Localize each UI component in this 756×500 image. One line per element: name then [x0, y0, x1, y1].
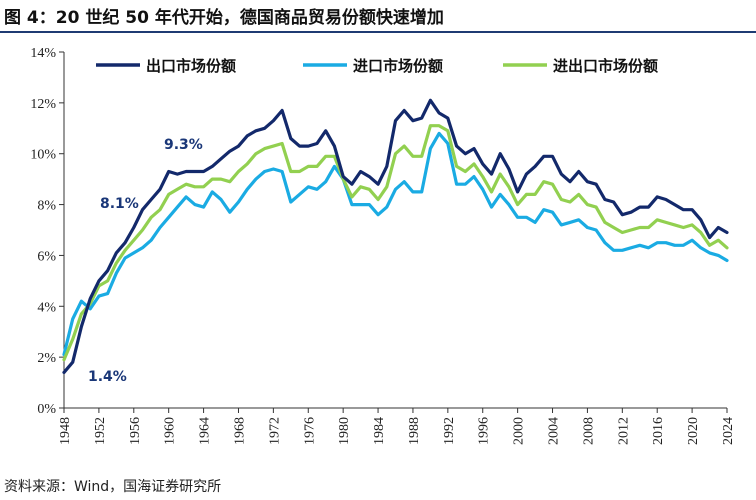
- x-tick-label: 1992: [442, 417, 457, 445]
- y-tick-label: 0%: [37, 402, 56, 417]
- y-tick-label: 6%: [37, 249, 56, 264]
- series-layer: [62, 98, 729, 374]
- x-tick-label: 2004: [547, 417, 562, 445]
- annotation-label: 8.1%: [100, 196, 139, 212]
- x-tick-label: 1972: [267, 417, 282, 445]
- figure-title: 图 4：20 世纪 50 年代开始，德国商品贸易份额快速增加: [4, 8, 444, 28]
- x-tick-label: 1952: [93, 417, 108, 445]
- y-tick-label: 10%: [30, 148, 56, 163]
- series-line-2: [62, 124, 729, 362]
- y-tick-label: 8%: [37, 199, 56, 214]
- x-tick-label: 2012: [616, 417, 631, 445]
- x-tick-label: 1988: [407, 417, 422, 445]
- y-axis: 0% 2% 4% 6% 8% 10% 12% 14%: [30, 46, 65, 417]
- x-tick-label: 1948: [58, 417, 73, 445]
- source-note: 资料来源：Wind，国海证券研究所: [4, 479, 222, 495]
- x-tick-label: 1984: [372, 417, 387, 445]
- x-tick-label: 1956: [128, 417, 143, 445]
- x-tick-label: 2024: [721, 417, 736, 445]
- y-tick-label: 12%: [30, 97, 56, 112]
- x-tick-label: 1968: [232, 417, 247, 445]
- x-tick-label: 2000: [512, 417, 527, 445]
- series-line-0: [62, 98, 729, 374]
- annotations: 1.4% 8.1% 9.3%: [88, 137, 203, 385]
- title-underline: [0, 31, 756, 33]
- x-tick-label: 1976: [302, 417, 317, 445]
- x-tick-label: 1964: [198, 417, 213, 445]
- x-tick-label: 1980: [337, 417, 352, 445]
- x-tick-label: 1960: [163, 417, 178, 445]
- y-tick-label: 4%: [37, 300, 56, 315]
- x-tick-label: 2020: [686, 417, 701, 445]
- annotation-label: 1.4%: [88, 369, 127, 385]
- annotation-label: 9.3%: [164, 137, 203, 153]
- series-line-1: [62, 131, 729, 357]
- legend-label: 进出口市场份额: [553, 57, 658, 75]
- legend-label: 进口市场份额: [353, 57, 443, 75]
- y-tick-label: 2%: [37, 351, 56, 366]
- line-chart: 0% 2% 4% 6% 8% 10% 12% 14% 1948 1952 1956 1960 1964…: [30, 46, 736, 445]
- x-tick-label: 2008: [581, 417, 596, 445]
- legend: 出口市场份额 进口市场份额 进出口市场份额: [96, 57, 658, 75]
- x-tick-label: 1996: [477, 417, 492, 445]
- legend-label: 出口市场份额: [146, 57, 236, 75]
- y-tick-label: 14%: [30, 46, 56, 61]
- x-axis: 1948 1952 1956 1960 1964 1968 1972 1976 1980 1984…: [58, 407, 736, 445]
- x-tick-label: 2016: [651, 417, 666, 445]
